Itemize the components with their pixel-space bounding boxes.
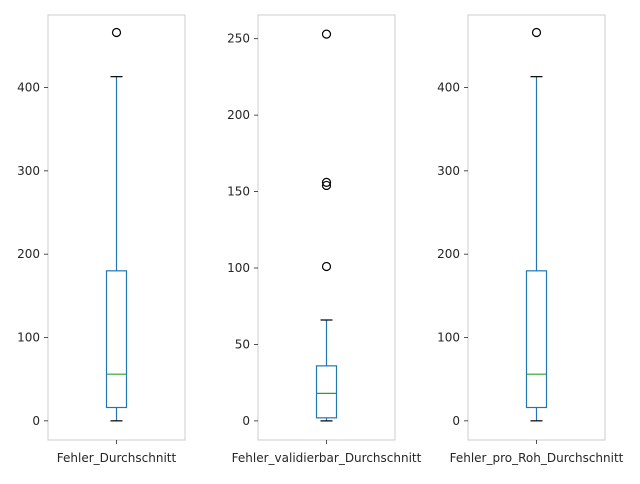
subplot-1: 0 100 200 300 400 Fehler_Durchschnitt: [17, 14, 186, 465]
y-tick-label: 0: [32, 414, 40, 428]
subplot-3: 0 100 200 300 400 Fehler_pro_Roh_Durchschnitt: [437, 14, 624, 465]
x-tick-label: Fehler_Durchschnitt: [57, 451, 177, 465]
y-tick-label: 200: [437, 247, 460, 261]
x-tick-label: Fehler_pro_Roh_Durchschnitt: [450, 451, 624, 465]
iqr-box: [105, 270, 128, 409]
plot-frame: [257, 14, 396, 441]
y-tick-label: 300: [437, 164, 460, 178]
y-tick-label: 150: [227, 185, 250, 199]
y-tick-label: 50: [235, 337, 250, 351]
y-tick-label: 400: [17, 81, 40, 95]
iqr-box: [315, 365, 338, 419]
outlier-point: [321, 177, 332, 188]
outlier-point: [321, 29, 332, 39]
y-tick-label: 0: [452, 414, 460, 428]
y-tick-label: 250: [227, 32, 250, 46]
outlier-point: [321, 261, 332, 272]
y-tick-label: 300: [17, 164, 40, 178]
outlier-point: [531, 27, 542, 38]
outlier-point: [111, 27, 122, 38]
y-tick-label: 100: [437, 331, 460, 345]
subplot-2: 0 50 100 150 200 250 Fehler_validierbar_Durchs…: [227, 14, 422, 465]
y-tick-label: 200: [17, 247, 40, 261]
y-tick-label: 0: [242, 414, 250, 428]
y-tick-label: 100: [227, 261, 250, 275]
y-tick-label: 100: [17, 331, 40, 345]
outlier-point: [321, 180, 332, 191]
x-tick-label: Fehler_validierbar_Durchschnitt: [232, 451, 422, 465]
iqr-box: [525, 270, 548, 409]
y-tick-label: 200: [227, 108, 250, 122]
y-tick-label: 400: [437, 81, 460, 95]
